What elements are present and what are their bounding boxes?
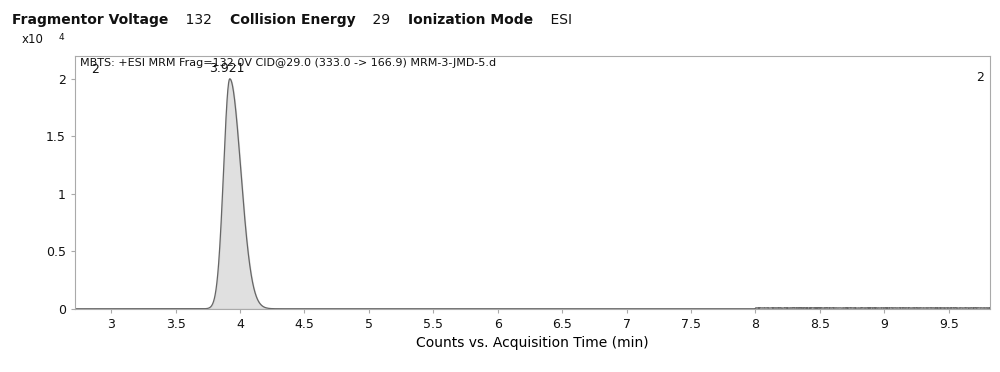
Text: Ionization Mode: Ionization Mode	[408, 13, 533, 27]
Text: MBTS: +ESI MRM Frag=132.0V CID@29.0 (333.0 -> 166.9) MRM-3-JMD-5.d: MBTS: +ESI MRM Frag=132.0V CID@29.0 (333…	[80, 58, 496, 68]
Text: ESI: ESI	[533, 13, 572, 27]
Text: 2: 2	[91, 63, 99, 76]
Text: 29: 29	[355, 13, 408, 27]
Text: 3.921: 3.921	[209, 62, 245, 76]
Text: x10: x10	[22, 33, 44, 46]
Text: 4: 4	[59, 33, 64, 42]
Text: Collision Energy: Collision Energy	[230, 13, 355, 27]
Text: 2: 2	[976, 71, 984, 84]
Text: 132: 132	[168, 13, 230, 27]
X-axis label: Counts vs. Acquisition Time (min): Counts vs. Acquisition Time (min)	[416, 336, 649, 350]
Text: Fragmentor Voltage: Fragmentor Voltage	[12, 13, 168, 27]
